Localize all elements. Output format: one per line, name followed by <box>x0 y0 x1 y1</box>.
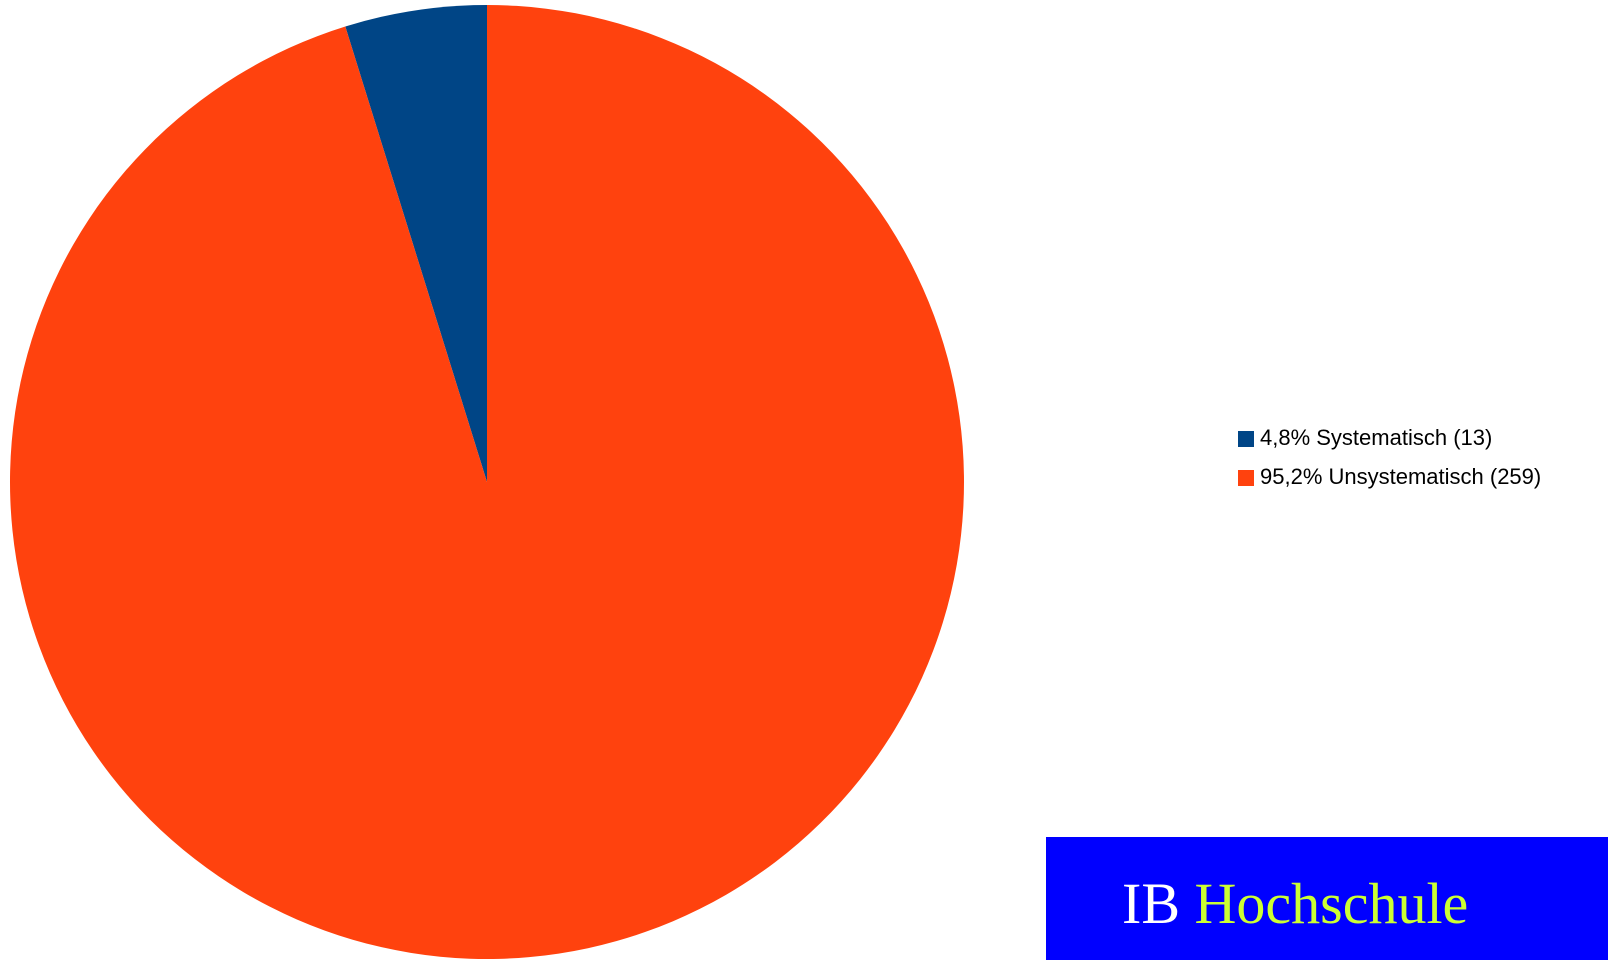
legend-swatch <box>1238 470 1254 486</box>
legend-swatch <box>1238 431 1254 447</box>
legend-label: 4,8% Systematisch (13) <box>1260 425 1492 450</box>
legend: 4,8% Systematisch (13) 95,2% Unsystematis… <box>1238 425 1541 489</box>
legend-label: 95,2% Unsystematisch (259) <box>1260 464 1541 489</box>
logo: IB Hochschule <box>1046 837 1608 960</box>
pie-slice <box>345 5 487 482</box>
logo-text: IB Hochschule <box>1122 871 1468 936</box>
pie-slice <box>9 5 964 959</box>
pie <box>9 5 964 959</box>
logo-background <box>1046 837 1608 960</box>
logo-name: Hochschule <box>1195 871 1469 936</box>
logo-prefix: IB <box>1122 871 1180 936</box>
